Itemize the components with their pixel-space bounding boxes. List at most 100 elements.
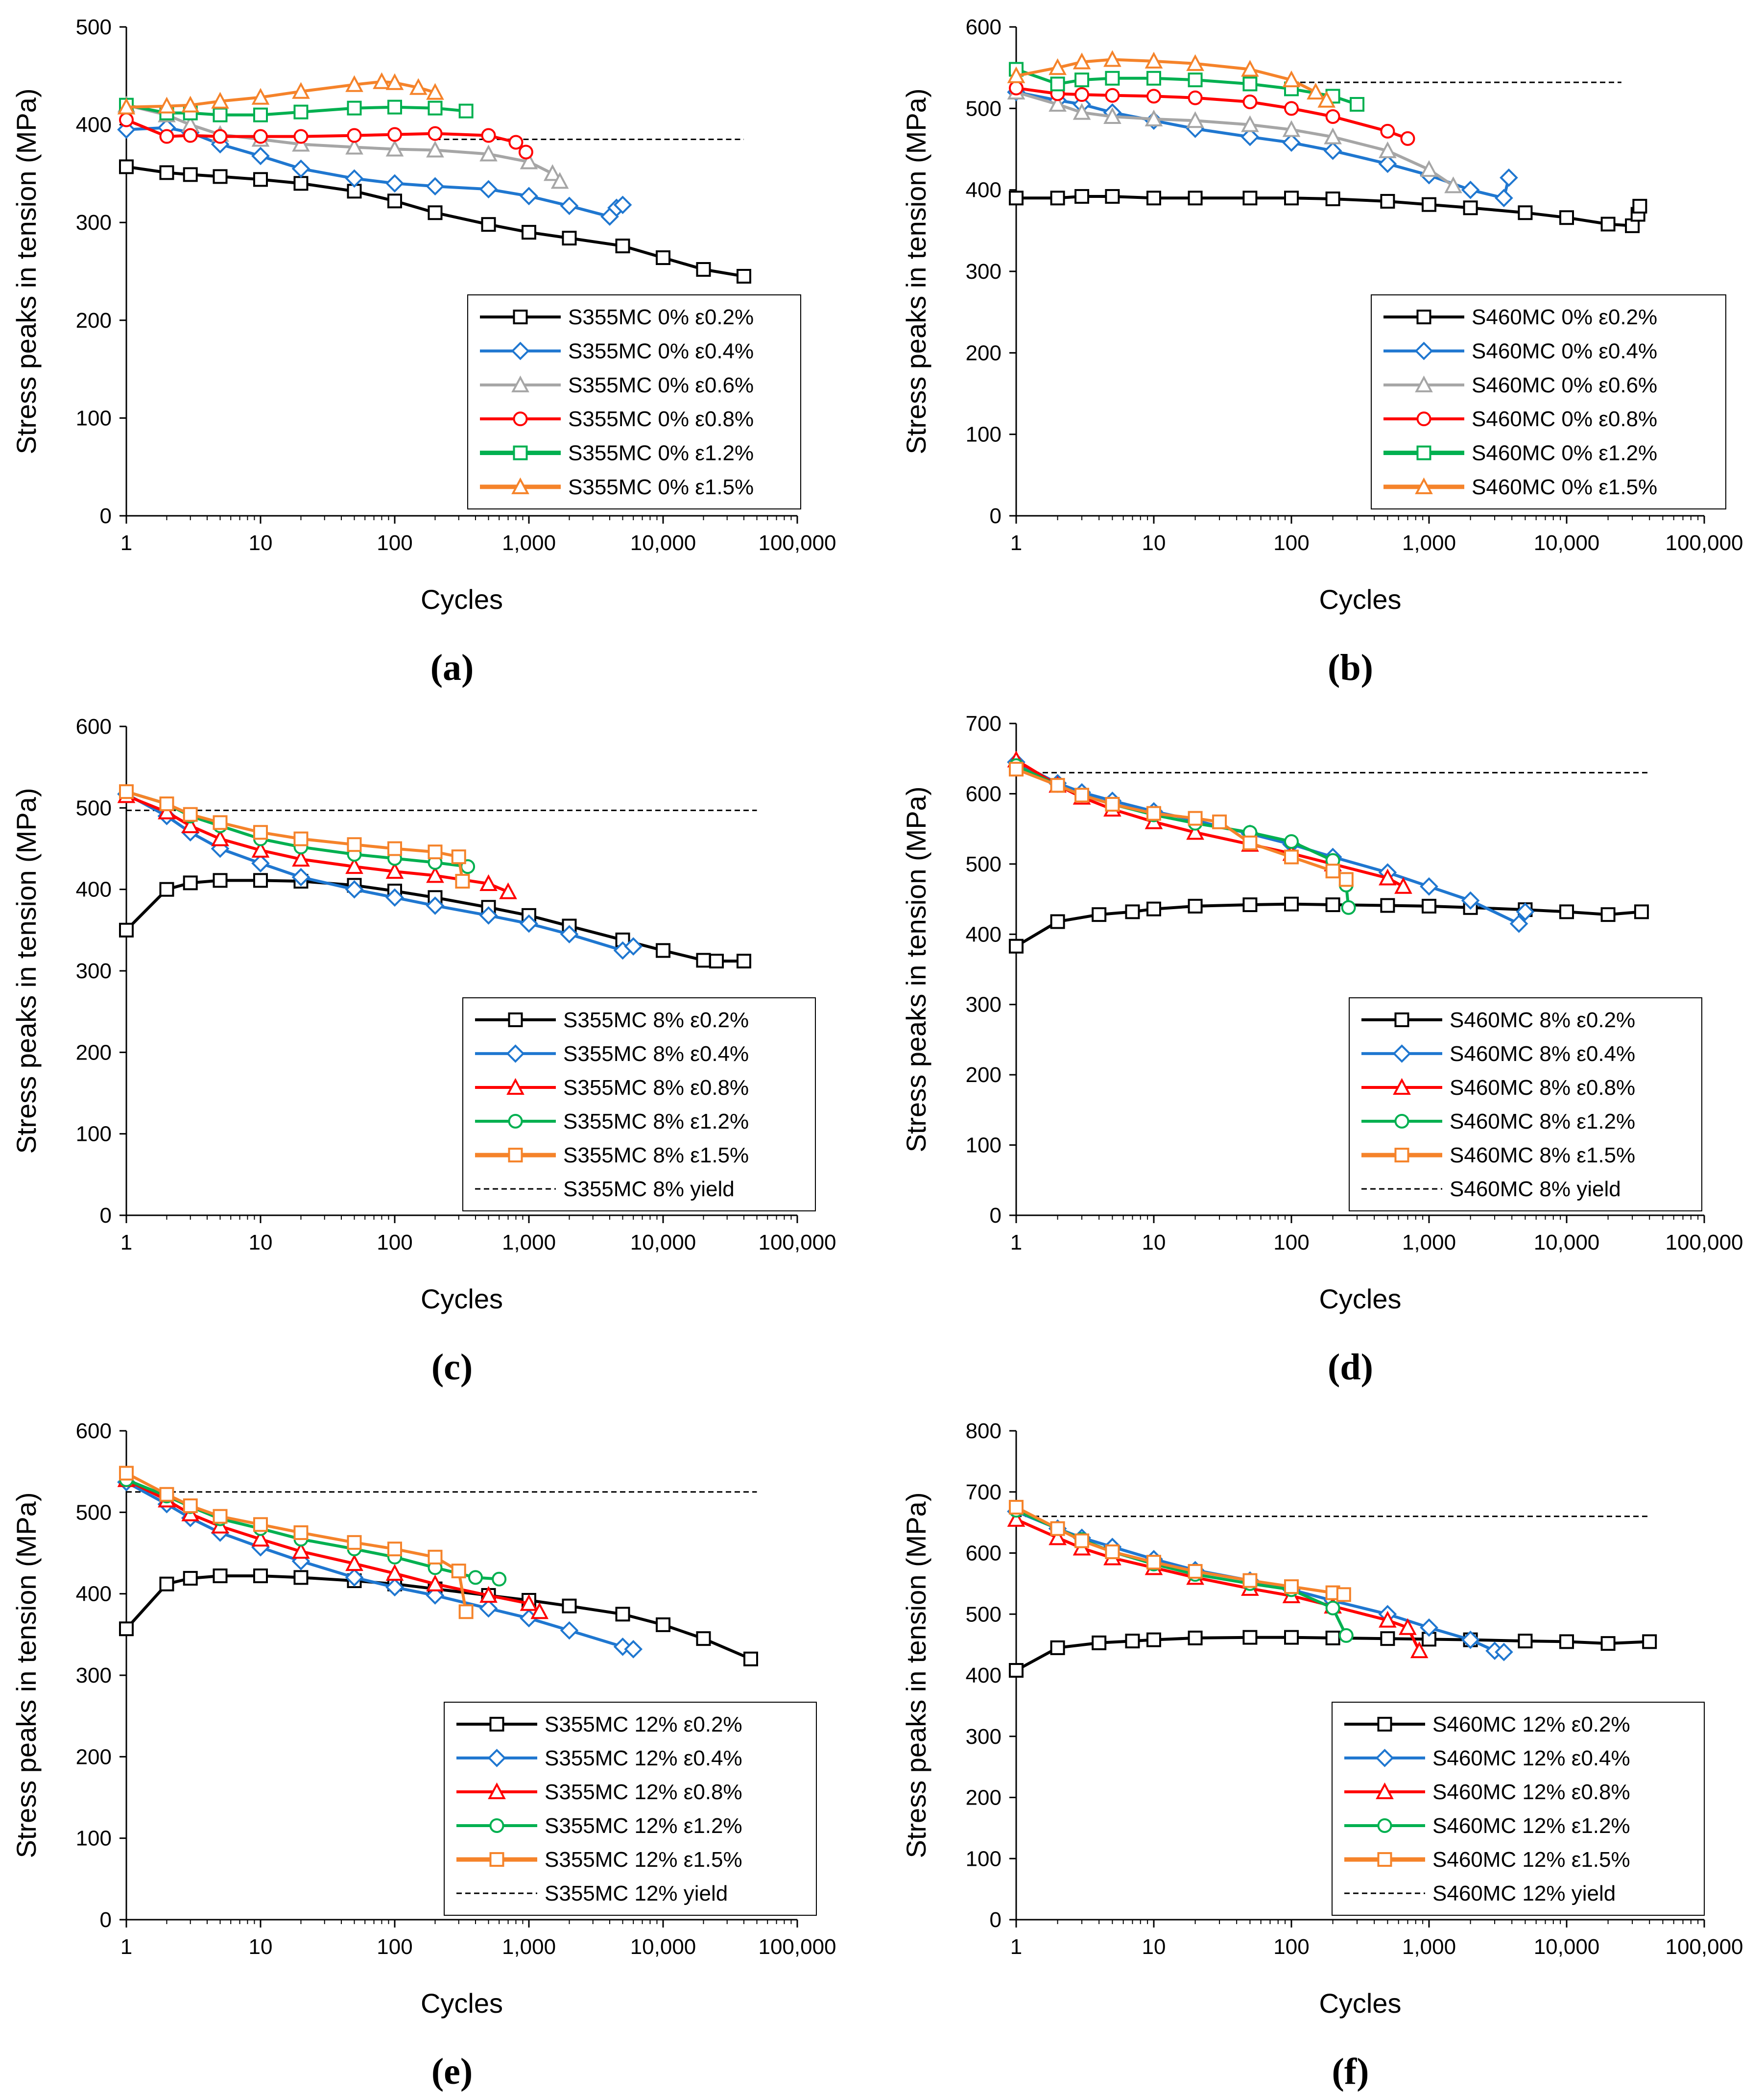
- data-point: [213, 873, 228, 888]
- legend-marker: [513, 411, 528, 427]
- data-point: [293, 1525, 309, 1540]
- data-point: [1341, 900, 1356, 915]
- legend-marker: [511, 341, 530, 361]
- data-point: [1495, 1642, 1513, 1662]
- x-tick-label: 10: [249, 531, 273, 555]
- data-point: [1144, 109, 1163, 126]
- data-point: [385, 140, 404, 157]
- y-tick-label: 500: [76, 15, 112, 39]
- legend-entry-label: S460MC 0% ε0.2%: [1472, 305, 1657, 329]
- legend-marker: [508, 1148, 523, 1163]
- x-tick-label: 100,000: [1665, 1230, 1743, 1254]
- y-tick-label: 400: [966, 1663, 1001, 1687]
- series-orange: [1009, 762, 1354, 887]
- series-black: [1009, 189, 1647, 233]
- legend-entry-label: S460MC 0% ε1.5%: [1472, 475, 1657, 499]
- y-tick-label: 500: [76, 796, 112, 820]
- data-point: [1146, 1632, 1161, 1647]
- data-point: [347, 837, 362, 852]
- data-point: [183, 1571, 198, 1586]
- data-point: [543, 164, 562, 181]
- legend-marker: [489, 1716, 504, 1732]
- y-axis-title: Stress peaks in tension (MPa): [901, 1493, 931, 1858]
- series-line: [1016, 58, 1328, 102]
- data-point: [1009, 191, 1024, 206]
- data-point: [1241, 60, 1259, 77]
- data-point: [696, 953, 711, 968]
- data-point: [1050, 76, 1065, 92]
- data-point: [183, 807, 198, 822]
- data-point: [292, 1542, 310, 1559]
- data-point: [1050, 191, 1065, 206]
- data-point: [345, 75, 363, 92]
- data-point: [211, 829, 229, 846]
- y-axis-title: Stress peaks in tension (MPa): [11, 1493, 42, 1858]
- data-point: [292, 849, 310, 867]
- data-point: [1325, 109, 1340, 124]
- data-point: [479, 874, 498, 892]
- data-point: [387, 1542, 402, 1557]
- legend-entry-label: S460MC 8% ε1.5%: [1450, 1143, 1635, 1167]
- data-point: [183, 875, 198, 891]
- legend-entry-label: S355MC 12% yield: [545, 1881, 728, 1905]
- data-point: [1394, 877, 1412, 894]
- data-point: [1105, 189, 1120, 204]
- legend-marker: [488, 1782, 506, 1799]
- y-tick-label: 400: [76, 878, 112, 902]
- legend-entry-label: S460MC 12% ε0.8%: [1432, 1780, 1630, 1804]
- y-axis-title: Stress peaks in tension (MPa): [11, 89, 42, 455]
- data-point: [1105, 71, 1120, 86]
- data-point: [253, 873, 268, 888]
- data-point: [253, 1517, 268, 1532]
- y-tick-label: 700: [966, 1480, 1001, 1504]
- series-line: [1016, 91, 1510, 200]
- series-red: [119, 112, 533, 160]
- data-point: [1242, 95, 1258, 110]
- data-point: [1212, 814, 1227, 829]
- data-point: [1461, 1630, 1480, 1649]
- y-tick-label: 600: [966, 1542, 1001, 1566]
- y-tick-label: 500: [76, 1500, 112, 1524]
- data-point: [1146, 901, 1161, 916]
- legend: S460MC 8% ε0.2% S460MC 8% ε0.4% S460MC 8% …: [1349, 997, 1702, 1211]
- data-point: [387, 99, 402, 115]
- data-point: [1146, 806, 1161, 821]
- data-point: [1379, 1611, 1397, 1628]
- data-point: [1379, 141, 1397, 158]
- data-point: [1103, 107, 1121, 124]
- data-point: [1050, 1521, 1065, 1536]
- data-point: [1073, 52, 1091, 70]
- data-point: [492, 1571, 507, 1587]
- data-point: [1188, 1630, 1203, 1645]
- data-point: [1632, 198, 1647, 214]
- y-tick-label: 300: [966, 993, 1001, 1017]
- data-point: [1399, 1618, 1417, 1635]
- data-point: [1188, 1564, 1203, 1579]
- legend-entry-label: S460MC 0% ε1.2%: [1472, 441, 1657, 465]
- x-axis-title: Cycles: [421, 1988, 503, 2019]
- data-point: [1103, 50, 1121, 67]
- y-tick-label: 700: [966, 712, 1001, 736]
- chart-panel-b: 0 100 200 300 400 500 600 1 10 100 1,000 10,000 100,…: [901, 15, 1743, 688]
- chart-panel-e: 0 100 200 300 400 500 600 1 10 100 1,000 10,000 100,…: [11, 1419, 836, 2092]
- data-point: [458, 103, 474, 119]
- data-point: [1049, 95, 1067, 112]
- data-point: [183, 1498, 198, 1514]
- y-tick-label: 600: [76, 715, 112, 739]
- data-point: [1400, 131, 1415, 146]
- y-tick-label: 100: [76, 1827, 112, 1851]
- data-point: [251, 146, 270, 166]
- data-point: [253, 172, 268, 187]
- legend: S355MC 8% ε0.2% S355MC 8% ε0.4% S355MC 8% …: [462, 997, 816, 1211]
- x-tick-label: 1,000: [502, 1935, 556, 1959]
- data-point: [1050, 1640, 1065, 1655]
- data-point: [451, 1564, 466, 1579]
- panel-label: (d): [1328, 1347, 1373, 1388]
- data-point: [1378, 154, 1397, 173]
- data-point: [211, 92, 229, 109]
- data-point: [1188, 90, 1203, 105]
- data-point: [1284, 834, 1299, 849]
- data-point: [1642, 1634, 1657, 1649]
- data-point: [213, 129, 228, 144]
- data-point: [158, 802, 176, 820]
